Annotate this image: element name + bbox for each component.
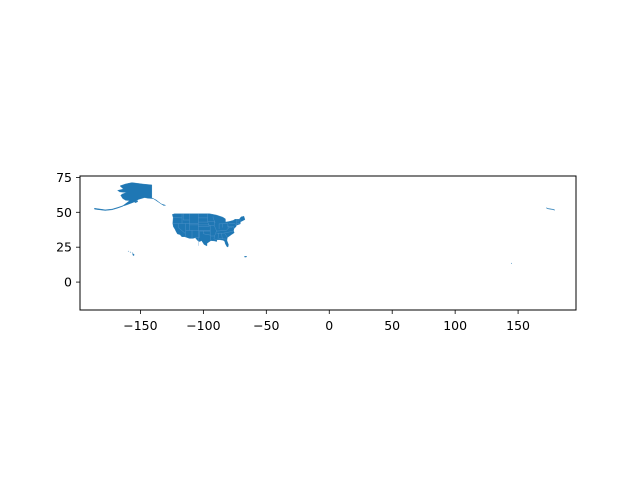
region-maui <box>131 252 134 254</box>
region-hawaii <box>132 253 135 256</box>
state-border-line <box>224 233 228 238</box>
state-border-line <box>212 216 216 223</box>
region-aleutian-islands <box>94 205 124 211</box>
x-tick-label: −150 <box>123 318 157 333</box>
state-border-line <box>210 225 212 241</box>
y-tick-label: 75 <box>56 170 72 185</box>
state-border-line <box>228 226 233 229</box>
x-tick-label: 150 <box>506 318 530 333</box>
state-border-line <box>178 223 186 234</box>
y-axis: 0 25 50 75 <box>56 170 80 290</box>
state-border-line <box>207 213 210 227</box>
state-border-line <box>203 231 211 236</box>
region-puerto-rico <box>244 256 248 258</box>
state-border-line <box>228 223 237 226</box>
state-border-line <box>216 230 235 234</box>
state-border-line <box>233 226 235 229</box>
region-western-aleutians-east-of-180 <box>546 207 555 211</box>
state-border-line <box>213 221 217 241</box>
axes-frame <box>79 175 577 311</box>
region-kodiak-island <box>133 200 138 203</box>
state-border-line <box>227 223 234 227</box>
x-tick-label: 0 <box>325 318 333 333</box>
x-tick-label: 50 <box>384 318 400 333</box>
x-tick-label: 100 <box>443 318 467 333</box>
y-tick-label: 25 <box>56 240 72 255</box>
y-tick-label: 0 <box>64 275 72 290</box>
state-borders <box>172 213 241 246</box>
y-tick-label: 50 <box>56 205 72 220</box>
region-alaska-mainland <box>117 182 166 207</box>
map-regions <box>94 182 555 265</box>
state-border-line <box>195 231 200 238</box>
x-tick-label: −100 <box>186 318 220 333</box>
x-tick-label: −50 <box>253 318 279 333</box>
x-axis: −150 −100 −50 0 50 100 150 <box>123 310 530 333</box>
region-oahu <box>129 251 132 253</box>
state-border-line <box>183 213 190 221</box>
